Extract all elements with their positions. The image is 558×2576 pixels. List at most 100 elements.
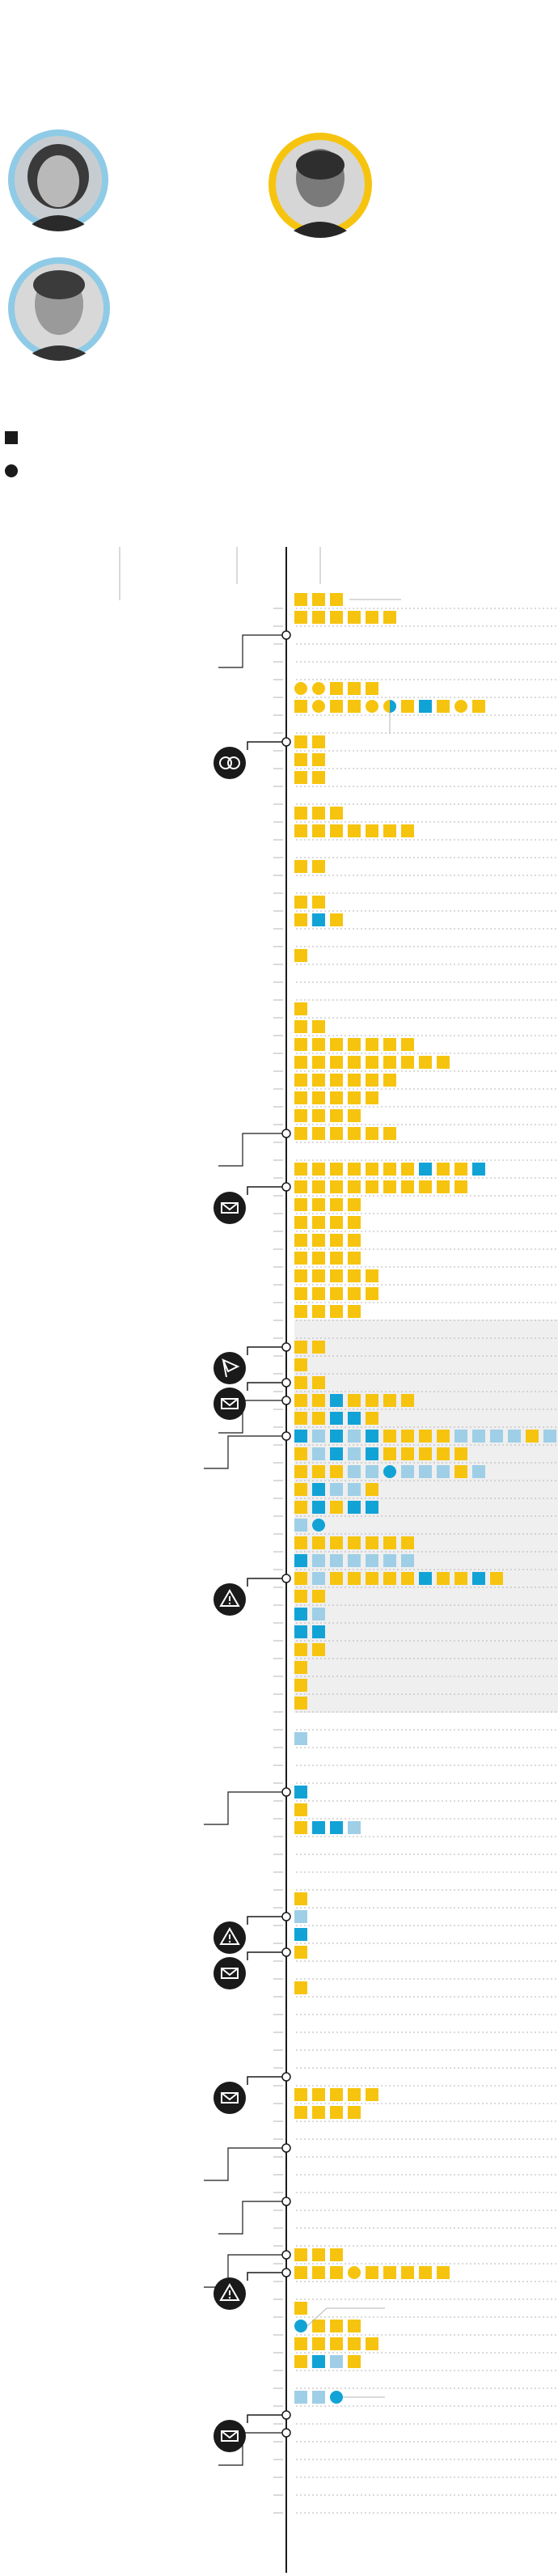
envelope-icon	[213, 2420, 246, 2452]
flag-shape	[222, 1358, 240, 1373]
icon-badge	[213, 1192, 246, 1224]
data-mark-square	[312, 1376, 325, 1389]
data-mark-square	[294, 1038, 307, 1051]
icon-badge	[213, 747, 246, 779]
event-connector	[218, 1133, 286, 1167]
data-mark-square	[419, 2266, 432, 2279]
data-mark-square	[330, 1536, 343, 1549]
data-mark-square	[294, 1074, 307, 1087]
data-mark-square	[348, 682, 361, 695]
data-mark-square	[348, 1394, 361, 1407]
data-mark-square	[312, 1216, 325, 1229]
data-mark-square	[348, 1821, 361, 1834]
data-mark-square	[294, 1661, 307, 1674]
data-mark-square	[366, 1074, 378, 1087]
data-mark-square	[348, 2337, 361, 2350]
event-node	[281, 2410, 291, 2420]
man-right-portrait	[267, 131, 374, 238]
data-mark-square	[294, 1910, 307, 1923]
data-mark-square	[312, 771, 325, 784]
square-legend-icon	[5, 431, 18, 444]
event-node	[281, 1378, 291, 1388]
data-mark-square	[383, 1554, 396, 1567]
data-mark-square	[330, 1038, 343, 1051]
data-mark-square	[490, 1430, 503, 1443]
data-mark-square	[294, 1376, 307, 1389]
data-mark-square	[312, 2320, 325, 2332]
data-mark-square	[330, 1180, 343, 1193]
data-mark-square	[294, 1269, 307, 1282]
data-mark-square	[312, 807, 325, 820]
data-mark-square	[366, 1430, 378, 1443]
event-connector	[247, 2272, 286, 2281]
data-mark-square	[330, 1483, 343, 1496]
data-mark-square	[312, 1287, 325, 1300]
data-mark-square	[383, 1180, 396, 1193]
envelope-body	[221, 1968, 239, 1979]
data-mark-square	[348, 1412, 361, 1425]
icon-badge	[213, 1957, 246, 1989]
data-mark-square	[330, 807, 343, 820]
data-mark-square	[383, 1163, 396, 1176]
data-mark-square	[312, 1234, 325, 1247]
data-mark-square	[294, 2391, 307, 2404]
data-mark-square	[437, 1430, 450, 1443]
mark-leader	[306, 2307, 328, 2327]
data-mark-square	[383, 1127, 396, 1140]
warning-icon	[213, 2277, 246, 2310]
data-mark-square	[294, 2355, 307, 2368]
data-mark-square	[312, 2355, 325, 2368]
data-mark-square	[366, 1394, 378, 1407]
envelope-flap	[221, 1202, 239, 1211]
data-mark-square	[366, 1572, 378, 1585]
icon-badge	[213, 1352, 246, 1384]
data-mark-square	[330, 2088, 343, 2101]
data-mark-square	[348, 2355, 361, 2368]
data-mark-square	[348, 1091, 361, 1104]
data-mark-square	[419, 1447, 432, 1460]
data-mark-square	[294, 1732, 307, 1745]
data-mark-square	[312, 1590, 325, 1603]
event-node	[281, 2197, 291, 2206]
data-mark-square	[330, 1056, 343, 1069]
data-mark-square	[312, 1465, 325, 1478]
data-mark-square	[383, 2266, 396, 2279]
data-mark-square	[366, 1180, 378, 1193]
data-mark-square	[312, 593, 325, 606]
envelope-body	[221, 2430, 239, 2442]
data-mark-square	[348, 1501, 361, 1514]
icon-badge	[213, 2082, 246, 2114]
data-mark-square	[330, 1305, 343, 1318]
data-mark-square	[294, 1305, 307, 1318]
event-node	[281, 1182, 291, 1192]
event-node	[281, 1947, 291, 1957]
data-mark-square	[348, 1269, 361, 1282]
data-mark-square	[330, 1252, 343, 1265]
warning-icon	[213, 1921, 246, 1954]
envelope-flap	[221, 1398, 239, 1407]
data-mark-square	[454, 1465, 467, 1478]
data-mark-square	[312, 824, 325, 837]
warning-icon	[213, 1583, 246, 1616]
data-mark-square	[312, 1536, 325, 1549]
data-mark-square	[437, 2266, 450, 2279]
event-connector	[247, 1916, 286, 1925]
data-mark-square	[419, 1056, 432, 1069]
data-mark-square	[330, 682, 343, 695]
data-mark-square	[330, 1412, 343, 1425]
half-right	[390, 700, 396, 713]
data-mark-square	[312, 1038, 325, 1051]
event-node	[281, 1912, 291, 1921]
event-node	[281, 1574, 291, 1583]
data-mark-square	[348, 1198, 361, 1211]
data-mark-square	[366, 1287, 378, 1300]
event-node	[281, 2072, 291, 2082]
data-mark-square	[401, 1572, 414, 1585]
data-mark-square	[294, 1091, 307, 1104]
event-connector	[204, 1791, 286, 1825]
data-mark-square	[312, 1252, 325, 1265]
data-mark-square	[437, 1180, 450, 1193]
envelope-icon	[213, 1388, 246, 1420]
data-mark-square	[312, 735, 325, 748]
warning-triangle	[219, 2283, 240, 2301]
